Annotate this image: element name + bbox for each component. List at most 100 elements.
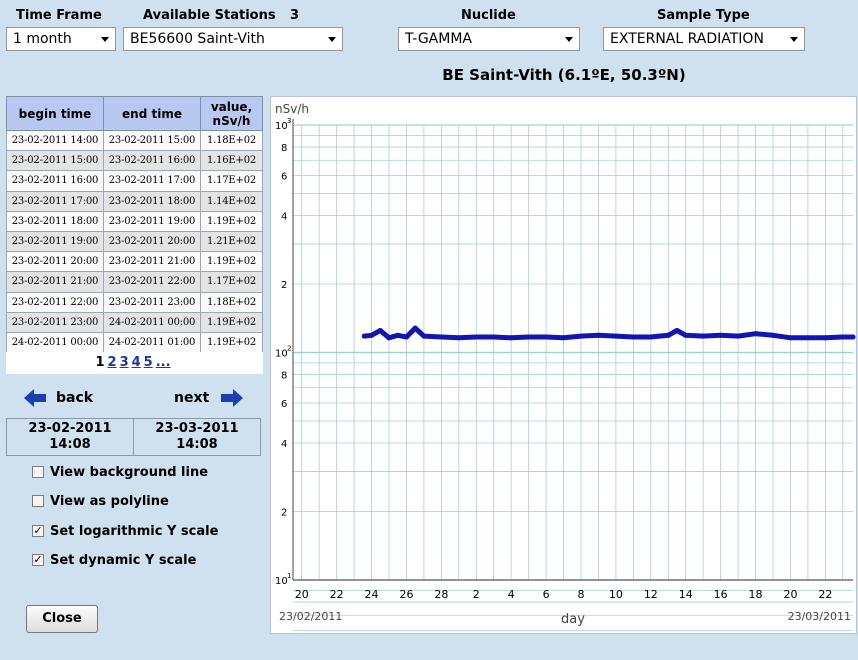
nuclide-value: T-GAMMA <box>405 31 472 47</box>
data-point <box>718 332 724 338</box>
time-frame-select[interactable]: 1 month <box>6 27 116 51</box>
cell-end-time: 23-02-2011 16:00 <box>103 150 201 172</box>
option-label: View background line <box>50 464 209 480</box>
x-axis-label: day <box>561 612 585 627</box>
page-link-4[interactable]: 4 <box>131 355 141 370</box>
table-row: 23-02-2011 23:00 24-02-2011 00:00 1.19E+02 <box>6 311 263 333</box>
chevron-down-icon <box>565 37 573 42</box>
cell-begin-time: 23-02-2011 14:00 <box>6 129 104 152</box>
page-current: 1 <box>95 355 105 370</box>
table-row: 23-02-2011 21:00 23-02-2011 22:00 1.17E+02 <box>6 271 263 293</box>
option-polyline[interactable]: View as polyline <box>32 493 169 509</box>
page-link-2[interactable]: 2 <box>107 355 117 370</box>
data-point <box>543 334 549 340</box>
cell-value: 1.18E+02 <box>200 291 263 313</box>
chart-panel: nSv/h 10 3 10 2 10 1 8 6 4 2 8 6 4 2 20 22 24 26 28 2 4 6 8 10 12… <box>270 96 857 634</box>
stations-label: Available Stations <box>143 8 276 23</box>
data-point <box>822 335 828 341</box>
page-link-more[interactable]: ... <box>155 355 171 370</box>
data-point <box>630 334 636 340</box>
data-point <box>613 333 619 339</box>
data-point <box>473 334 479 340</box>
x-tick-label: 10 <box>609 588 623 601</box>
page-link-3[interactable]: 3 <box>119 355 129 370</box>
data-point <box>578 333 584 339</box>
data-point <box>526 334 532 340</box>
next-label: next <box>174 390 210 406</box>
station-select[interactable]: BE56600 Saint-Vith <box>123 27 343 51</box>
cell-end-time: 23-02-2011 18:00 <box>103 190 201 212</box>
data-point <box>438 334 444 340</box>
y-tick-label: 10 <box>275 349 288 360</box>
cell-end-time: 24-02-2011 00:00 <box>103 311 201 333</box>
table-row: 23-02-2011 17:00 23-02-2011 18:00 1.14E+02 <box>6 190 263 212</box>
data-point <box>561 335 567 341</box>
sample-type-select[interactable]: EXTERNAL RADIATION <box>603 27 805 51</box>
y-tick-label: 2 <box>281 508 287 519</box>
x-tick-label: 4 <box>508 588 515 601</box>
checkbox-log-scale[interactable]: ✓ <box>32 524 44 537</box>
next-button[interactable]: next <box>174 389 244 407</box>
data-point <box>361 333 367 339</box>
data-point <box>700 333 706 339</box>
cell-end-time: 23-02-2011 19:00 <box>103 210 201 232</box>
data-point <box>369 332 375 338</box>
cell-end-time: 23-02-2011 15:00 <box>103 129 201 152</box>
table-row: 23-02-2011 14:00 23-02-2011 15:00 1.18E+02 <box>6 129 263 152</box>
checkbox-polyline[interactable] <box>32 495 44 507</box>
cell-begin-time: 23-02-2011 16:00 <box>6 170 104 192</box>
option-label: View as polyline <box>50 493 169 509</box>
cell-value: 1.19E+02 <box>200 210 263 232</box>
table-row: 24-02-2011 00:00 24-02-2011 01:00 1.19E+02 <box>6 331 263 354</box>
y-tick-label: 10 <box>275 121 288 132</box>
x-end-date-label: 23/03/2011 <box>788 610 851 623</box>
data-point <box>805 335 811 341</box>
x-tick-label: 22 <box>818 588 832 601</box>
y-tick-label: 6 <box>281 399 287 410</box>
cell-end-time: 23-02-2011 21:00 <box>103 251 201 273</box>
range-start: 23-02-2011 14:08 <box>7 419 134 455</box>
cell-end-time: 23-02-2011 22:00 <box>103 271 201 293</box>
x-tick-label: 22 <box>330 588 344 601</box>
nuclide-select[interactable]: T-GAMMA <box>398 27 580 51</box>
x-tick-label: 20 <box>783 588 797 601</box>
y-tick-label: 4 <box>281 212 287 223</box>
checkbox-dynamic-scale[interactable]: ✓ <box>32 553 44 566</box>
checkbox-background-line[interactable] <box>32 466 44 478</box>
stations-count: 3 <box>290 8 300 23</box>
measurements-table: begin time end time value, nSv/h 23-02-20… <box>6 96 263 354</box>
time-frame-value: 1 month <box>13 31 72 47</box>
cell-end-time: 23-02-2011 20:00 <box>103 230 201 253</box>
back-button[interactable]: back <box>24 389 93 407</box>
x-tick-label: 2 <box>473 588 480 601</box>
option-dynamic-scale[interactable]: ✓ Set dynamic Y scale <box>32 552 196 568</box>
table-row: 23-02-2011 19:00 23-02-2011 20:00 1.21E+02 <box>6 230 263 253</box>
data-point <box>787 335 793 341</box>
table-row: 23-02-2011 18:00 23-02-2011 19:00 1.19E+02 <box>6 210 263 232</box>
data-point <box>412 325 418 331</box>
data-point <box>665 332 671 338</box>
data-point <box>421 333 427 339</box>
column-header-value: value, nSv/h <box>200 96 263 131</box>
chevron-down-icon <box>328 37 336 42</box>
cell-value: 1.14E+02 <box>200 190 263 212</box>
x-tick-label: 12 <box>644 588 658 601</box>
cell-begin-time: 23-02-2011 19:00 <box>6 230 104 253</box>
cell-begin-time: 23-02-2011 20:00 <box>6 251 104 273</box>
close-button[interactable]: Close <box>26 605 98 633</box>
cell-end-time: 23-02-2011 17:00 <box>103 170 201 192</box>
chart-title: BE Saint-Vith (6.1ºE, 50.3ºN) <box>442 66 686 84</box>
table-header-row: begin time end time value, nSv/h <box>6 96 263 131</box>
option-log-scale[interactable]: ✓ Set logarithmic Y scale <box>32 523 218 539</box>
cell-value: 1.17E+02 <box>200 271 263 293</box>
cell-begin-time: 23-02-2011 21:00 <box>6 271 104 293</box>
cell-value: 1.21E+02 <box>200 230 263 253</box>
option-background-line[interactable]: View background line <box>32 464 208 480</box>
sample-type-label: Sample Type <box>657 8 750 23</box>
data-point <box>456 335 462 341</box>
page-link-5[interactable]: 5 <box>143 355 153 370</box>
table-row: 23-02-2011 22:00 23-02-2011 23:00 1.18E+02 <box>6 291 263 313</box>
cell-value: 1.17E+02 <box>200 170 263 192</box>
data-point <box>386 335 392 341</box>
